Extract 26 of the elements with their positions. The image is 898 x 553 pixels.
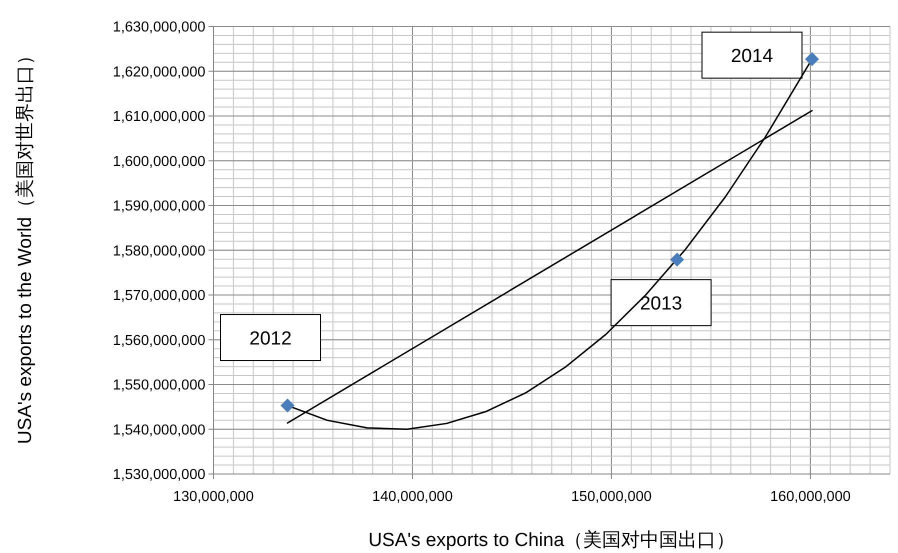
annotation: 2014 xyxy=(730,46,774,68)
x-tick-label: 130,000,000 xyxy=(173,489,254,505)
annotation: 2014 xyxy=(702,32,802,79)
y-tick-label: 1,550,000,000 xyxy=(112,378,206,394)
annotation: 2013 xyxy=(610,279,712,326)
y-tick-label: 1,630,000,000 xyxy=(112,20,206,36)
y-tick-label: 1,610,000,000 xyxy=(112,109,206,125)
x-tick-label: 150,000,000 xyxy=(571,489,652,505)
point xyxy=(805,52,820,66)
y-tick-label: 1,530,000,000 xyxy=(112,467,206,483)
y-tick-label: 1,540,000,000 xyxy=(112,422,206,438)
annotation: 2012 xyxy=(249,328,292,350)
x-tick-label: 160,000,000 xyxy=(770,489,851,505)
x-axis-title: USA's exports to China（美国对中国出口） xyxy=(368,529,736,551)
y-tick-label: 1,580,000,000 xyxy=(112,243,206,260)
annotation: 2013 xyxy=(640,294,682,315)
point xyxy=(280,398,295,413)
annotation: 2012 xyxy=(220,314,322,362)
point xyxy=(670,252,684,267)
y-tick-label: 1,620,000,000 xyxy=(112,64,206,80)
y-tick-label: 1,570,000,000 xyxy=(112,288,206,304)
y-tick-label: 1,600,000,000 xyxy=(112,154,206,170)
x-tick-label: 140,000,000 xyxy=(372,489,453,505)
y-tick-label: 1,590,000,000 xyxy=(112,198,206,214)
y-tick-label: 1,560,000,000 xyxy=(112,332,206,349)
y-axis-title: USA's exports to the World（美国对世界出口） xyxy=(14,46,36,444)
